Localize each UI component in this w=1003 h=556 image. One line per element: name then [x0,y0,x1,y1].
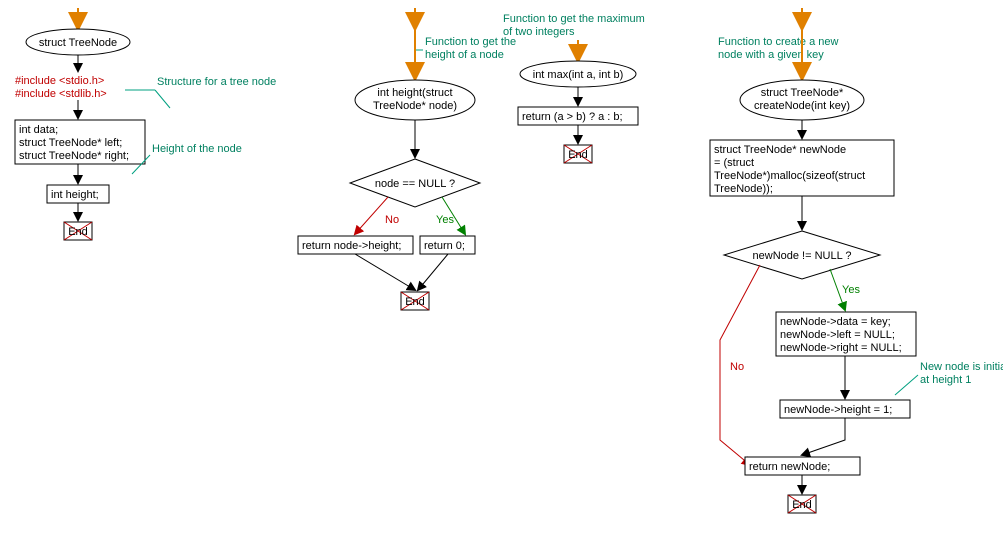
comment-l1: Function to get the maximum [503,13,645,25]
return-text: return newNode; [749,461,830,473]
include-2: #include <stdlib.h> [15,88,107,100]
malloc-l1: struct TreeNode* newNode [714,144,846,156]
merge-2 [418,254,448,290]
end-text: End [68,226,88,238]
height1-text: newNode->height = 1; [784,404,892,416]
comment-l1: Function to create a new [718,36,839,48]
comment-l2: node with a given key [718,49,824,61]
merge-1 [355,254,415,290]
end-node: End [64,222,92,240]
start-l1: int height(struct [377,87,452,99]
comment-line-1b [155,90,170,108]
assign-l1: newNode->data = key; [780,316,891,328]
comment-h1-l1: New node is initially [920,361,1003,373]
decision-text: newNode != NULL ? [753,250,852,262]
start-l1: struct TreeNode* [761,87,844,99]
arrow-4 [802,418,845,455]
start-l2: TreeNode* node) [373,100,457,112]
height-text: int height; [51,189,99,201]
start-text: struct TreeNode [39,37,117,49]
struct-line-1: int data; [19,124,58,136]
assign-l3: newNode->right = NULL; [780,342,902,354]
end-node: End [401,292,429,310]
no-arrow [355,197,388,234]
decision-text: node == NULL ? [375,178,455,190]
col1: struct TreeNode #include <stdio.h> #incl… [15,8,276,240]
col3: Function to get the maximum of two integ… [503,13,645,163]
struct-line-2: struct TreeNode* left; [19,137,122,149]
col2: Function to get the height of a node int… [298,8,516,310]
end-node: End [564,145,592,163]
comment-h1-line [895,375,918,395]
malloc-l4: TreeNode)); [714,183,773,195]
malloc-l3: TreeNode*)malloc(sizeof(struct [714,170,865,182]
struct-line-3: struct TreeNode* right; [19,150,129,162]
comment-struct: Structure for a tree node [157,76,276,88]
include-1: #include <stdio.h> [15,75,104,87]
comment-l2: of two integers [503,26,575,38]
return-text: return (a > b) ? a : b; [522,111,623,123]
yes-box-text: return 0; [424,240,465,252]
no-label: No [730,361,744,373]
assign-l2: newNode->left = NULL; [780,329,895,341]
start-l2: createNode(int key) [754,100,850,112]
comment-line2: height of a node [425,49,504,61]
comment-h1-l2: at height 1 [920,374,971,386]
start-text: int max(int a, int b) [533,69,623,81]
malloc-l2: = (struct [714,157,754,169]
end-text: End [568,149,588,161]
no-label: No [385,214,399,226]
comment-height: Height of the node [152,143,242,155]
yes-label: Yes [436,214,454,226]
end-text: End [405,296,425,308]
col4: Function to create a new node with a giv… [710,8,1003,513]
yes-label: Yes [842,284,860,296]
end-node: End [788,495,816,513]
no-box-text: return node->height; [302,240,401,252]
end-text: End [792,499,812,511]
